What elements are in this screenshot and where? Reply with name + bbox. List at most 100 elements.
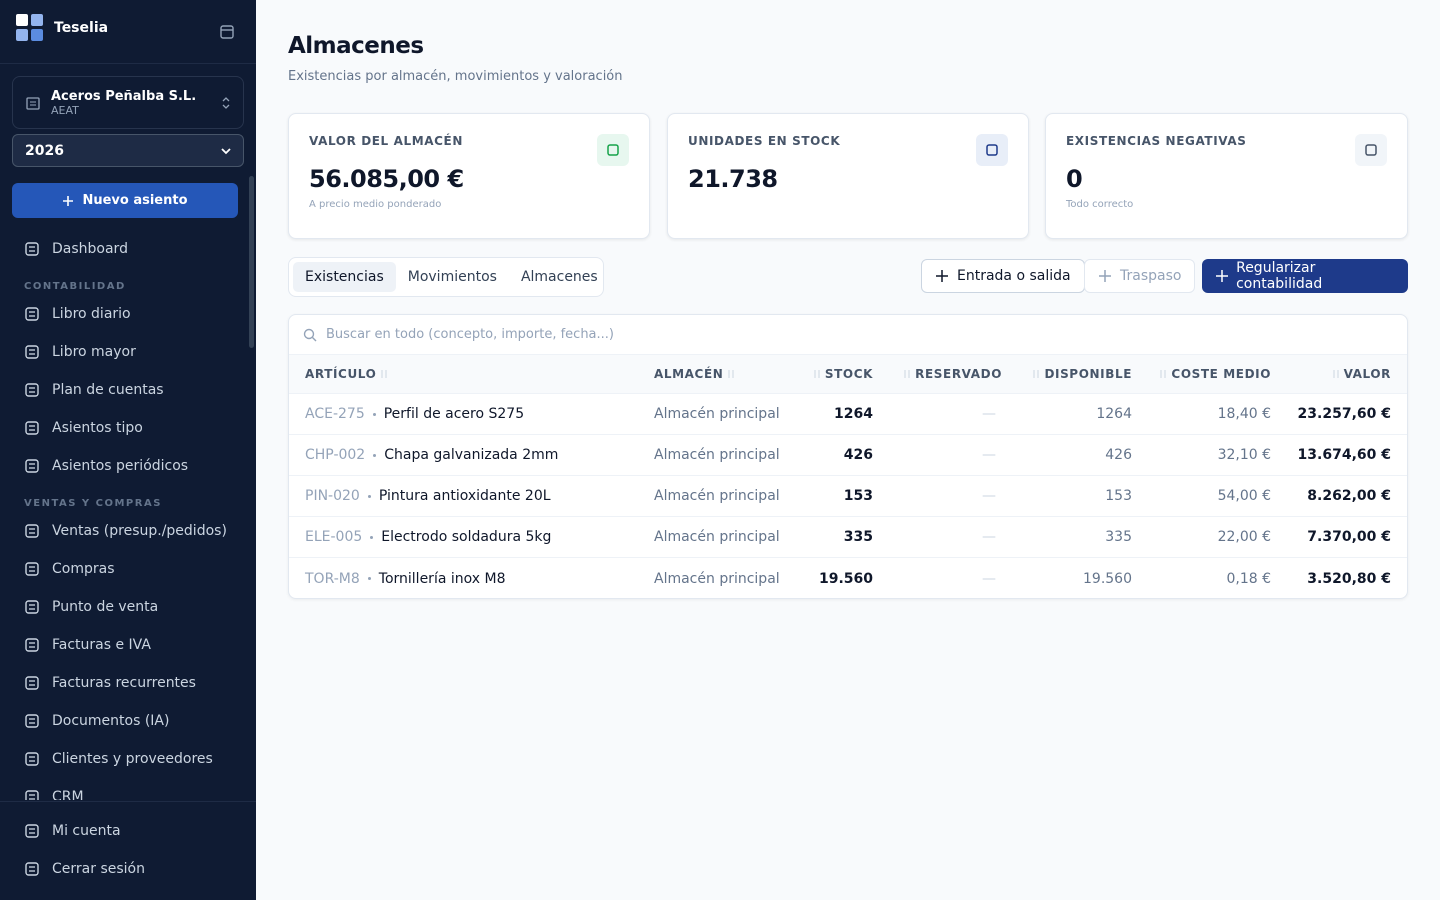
column-label: STOCK: [824, 367, 873, 381]
nav-item[interactable]: Libro mayor: [0, 333, 256, 371]
table-row[interactable]: CHP-002 Chapa galvanizada 2mm Almacén prin…: [289, 435, 1407, 476]
reserved-cell: —: [982, 488, 996, 504]
article-code: TOR-M8: [305, 570, 360, 587]
nav-item[interactable]: Plan de cuentas: [0, 371, 256, 409]
tab[interactable]: Movimientos: [407, 269, 497, 285]
stat-icon: [1355, 134, 1387, 166]
reserved-cell: —: [982, 406, 996, 422]
article-code: ELE-005: [305, 529, 363, 545]
company-sub: AEAT: [51, 103, 79, 117]
table-row[interactable]: ACE-275 Perfil de acero S275 Almacén princ…: [289, 394, 1407, 435]
brand[interactable]: Teselia: [16, 14, 108, 42]
icon: [25, 714, 39, 728]
article-code: PIN-020: [305, 488, 360, 504]
article-cell: CHP-002 Chapa galvanizada 2mm: [305, 447, 654, 463]
avg-cost-cell: 0,18 €: [1226, 570, 1271, 587]
column-header[interactable]: STOCK: [773, 367, 873, 381]
nav-item[interactable]: Facturas recurrentes: [0, 664, 256, 702]
nav-item[interactable]: Compras: [0, 550, 256, 588]
stat-card: EXISTENCIAS NEGATIVAS 0 Todo correcto: [1045, 113, 1408, 239]
stat-icon: [597, 134, 629, 166]
icon: [25, 824, 39, 838]
table-row[interactable]: TOR-M8 Tornillería inox M8 Almacén princip…: [289, 558, 1407, 598]
stat-label: UNIDADES EN STOCK: [688, 134, 841, 148]
nav-item[interactable]: Mi cuenta: [0, 812, 256, 850]
tab[interactable]: Almacenes: [520, 269, 598, 285]
stat-value: 56.085,00 €: [309, 165, 464, 193]
company-switcher[interactable]: Aceros Peñalba S.L. AEAT: [12, 76, 244, 129]
table-row[interactable]: PIN-020 Pintura antioxidante 20L Almacén p…: [289, 476, 1407, 517]
collapse-icon[interactable]: [220, 25, 234, 39]
stat-value: 0: [1066, 165, 1083, 193]
nav-heading: VENTAS Y COMPRAS: [24, 498, 162, 509]
article-name: Chapa galvanizada 2mm: [384, 447, 559, 463]
nav-item[interactable]: Clientes y proveedores: [0, 740, 256, 778]
separator-dot: [367, 494, 371, 498]
value-cell: 23.257,60 €: [1297, 406, 1391, 422]
stat-card: UNIDADES EN STOCK 21.738: [667, 113, 1029, 239]
column-header[interactable]: DISPONIBLE: [1002, 367, 1132, 381]
nav-item[interactable]: Libro diario: [0, 295, 256, 333]
avg-cost-cell: 22,00 €: [1217, 529, 1271, 545]
nav-item[interactable]: Ventas (presup./pedidos): [0, 512, 256, 550]
nav-item[interactable]: CRM: [0, 778, 256, 800]
icon: [25, 676, 39, 690]
nav-label: Plan de cuentas: [52, 382, 164, 398]
logo: [16, 14, 43, 41]
warehouse-cell: Almacén principal: [654, 570, 780, 587]
stat-label: VALOR DEL ALMACÉN: [309, 134, 463, 148]
column-label: RESERVADO: [915, 367, 1002, 381]
sort-icon: [1333, 370, 1339, 378]
column-header[interactable]: ARTÍCULO: [305, 367, 654, 381]
article-cell: PIN-020 Pintura antioxidante 20L: [305, 488, 654, 504]
tabs: Existencias Movimientos Almacenes: [288, 257, 604, 297]
column-header[interactable]: RESERVADO: [873, 367, 1002, 381]
stat-note: A precio medio ponderado: [309, 199, 442, 210]
nav-item[interactable]: Asientos tipo: [0, 409, 256, 447]
new-entry-label: Nuevo asiento: [82, 193, 188, 208]
nav-label: Ventas (presup./pedidos): [52, 523, 227, 539]
table-row[interactable]: ELE-005 Electrodo soldadura 5kg Almacén pr…: [289, 517, 1407, 558]
nav-item[interactable]: Punto de venta: [0, 588, 256, 626]
stock-cell: 426: [843, 447, 873, 463]
icon: [25, 345, 39, 359]
icon: [25, 524, 39, 538]
stat-icon: [976, 134, 1008, 166]
icon: [1365, 144, 1377, 156]
article-code: ACE-275: [305, 406, 365, 422]
nav-label: CRM: [52, 789, 84, 800]
nav-item[interactable]: Asientos periódicos: [0, 447, 256, 485]
action-label: Entrada o salida: [957, 268, 1071, 284]
sort-icon: [904, 370, 910, 378]
sort-icon: [728, 370, 734, 378]
value-cell: 3.520,80 €: [1307, 570, 1391, 587]
icon: [986, 144, 998, 156]
search[interactable]: Buscar en todo (concepto, importe, fecha…: [289, 315, 1407, 355]
column-header[interactable]: VALOR: [1271, 367, 1391, 381]
icon: [25, 752, 39, 766]
nav-item[interactable]: Dashboard: [0, 230, 256, 268]
tab[interactable]: Existencias: [293, 262, 396, 292]
new-entry-button[interactable]: Nuevo asiento: [12, 183, 238, 218]
plus-icon: [63, 195, 74, 206]
chevrons: [222, 96, 230, 109]
search-placeholder: Buscar en todo (concepto, importe, fecha…: [326, 327, 614, 342]
column-header[interactable]: COSTE MEDIO: [1132, 367, 1271, 381]
value-cell: 8.262,00 €: [1307, 488, 1391, 504]
column-header[interactable]: ALMACÉN: [654, 367, 773, 381]
nav-item[interactable]: Cerrar sesión: [0, 850, 256, 888]
brand-name: Teselia: [54, 20, 109, 36]
scrollbar: [249, 176, 254, 348]
icon: [25, 307, 39, 321]
warehouse-cell: Almacén principal: [654, 488, 780, 504]
year-select[interactable]: 2026: [12, 134, 244, 167]
action-button[interactable]: Traspaso: [1084, 259, 1196, 293]
article-cell: TOR-M8 Tornillería inox M8: [305, 571, 654, 587]
avg-cost-cell: 54,00 €: [1217, 488, 1271, 504]
action-button[interactable]: Entrada o salida: [921, 259, 1085, 293]
column-label: ARTÍCULO: [305, 367, 377, 381]
nav-item[interactable]: Documentos (IA): [0, 702, 256, 740]
nav-item[interactable]: Facturas e IVA: [0, 626, 256, 664]
action-button[interactable]: Regularizar contabilidad: [1202, 259, 1408, 293]
